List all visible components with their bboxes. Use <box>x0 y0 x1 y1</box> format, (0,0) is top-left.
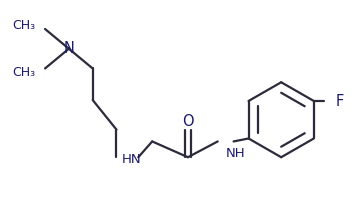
Text: F: F <box>336 94 344 108</box>
Text: O: O <box>182 114 194 129</box>
Text: NH: NH <box>226 147 245 160</box>
Text: N: N <box>63 41 74 56</box>
Text: CH₃: CH₃ <box>12 66 35 79</box>
Text: CH₃: CH₃ <box>12 19 35 32</box>
Text: HN: HN <box>121 153 141 166</box>
